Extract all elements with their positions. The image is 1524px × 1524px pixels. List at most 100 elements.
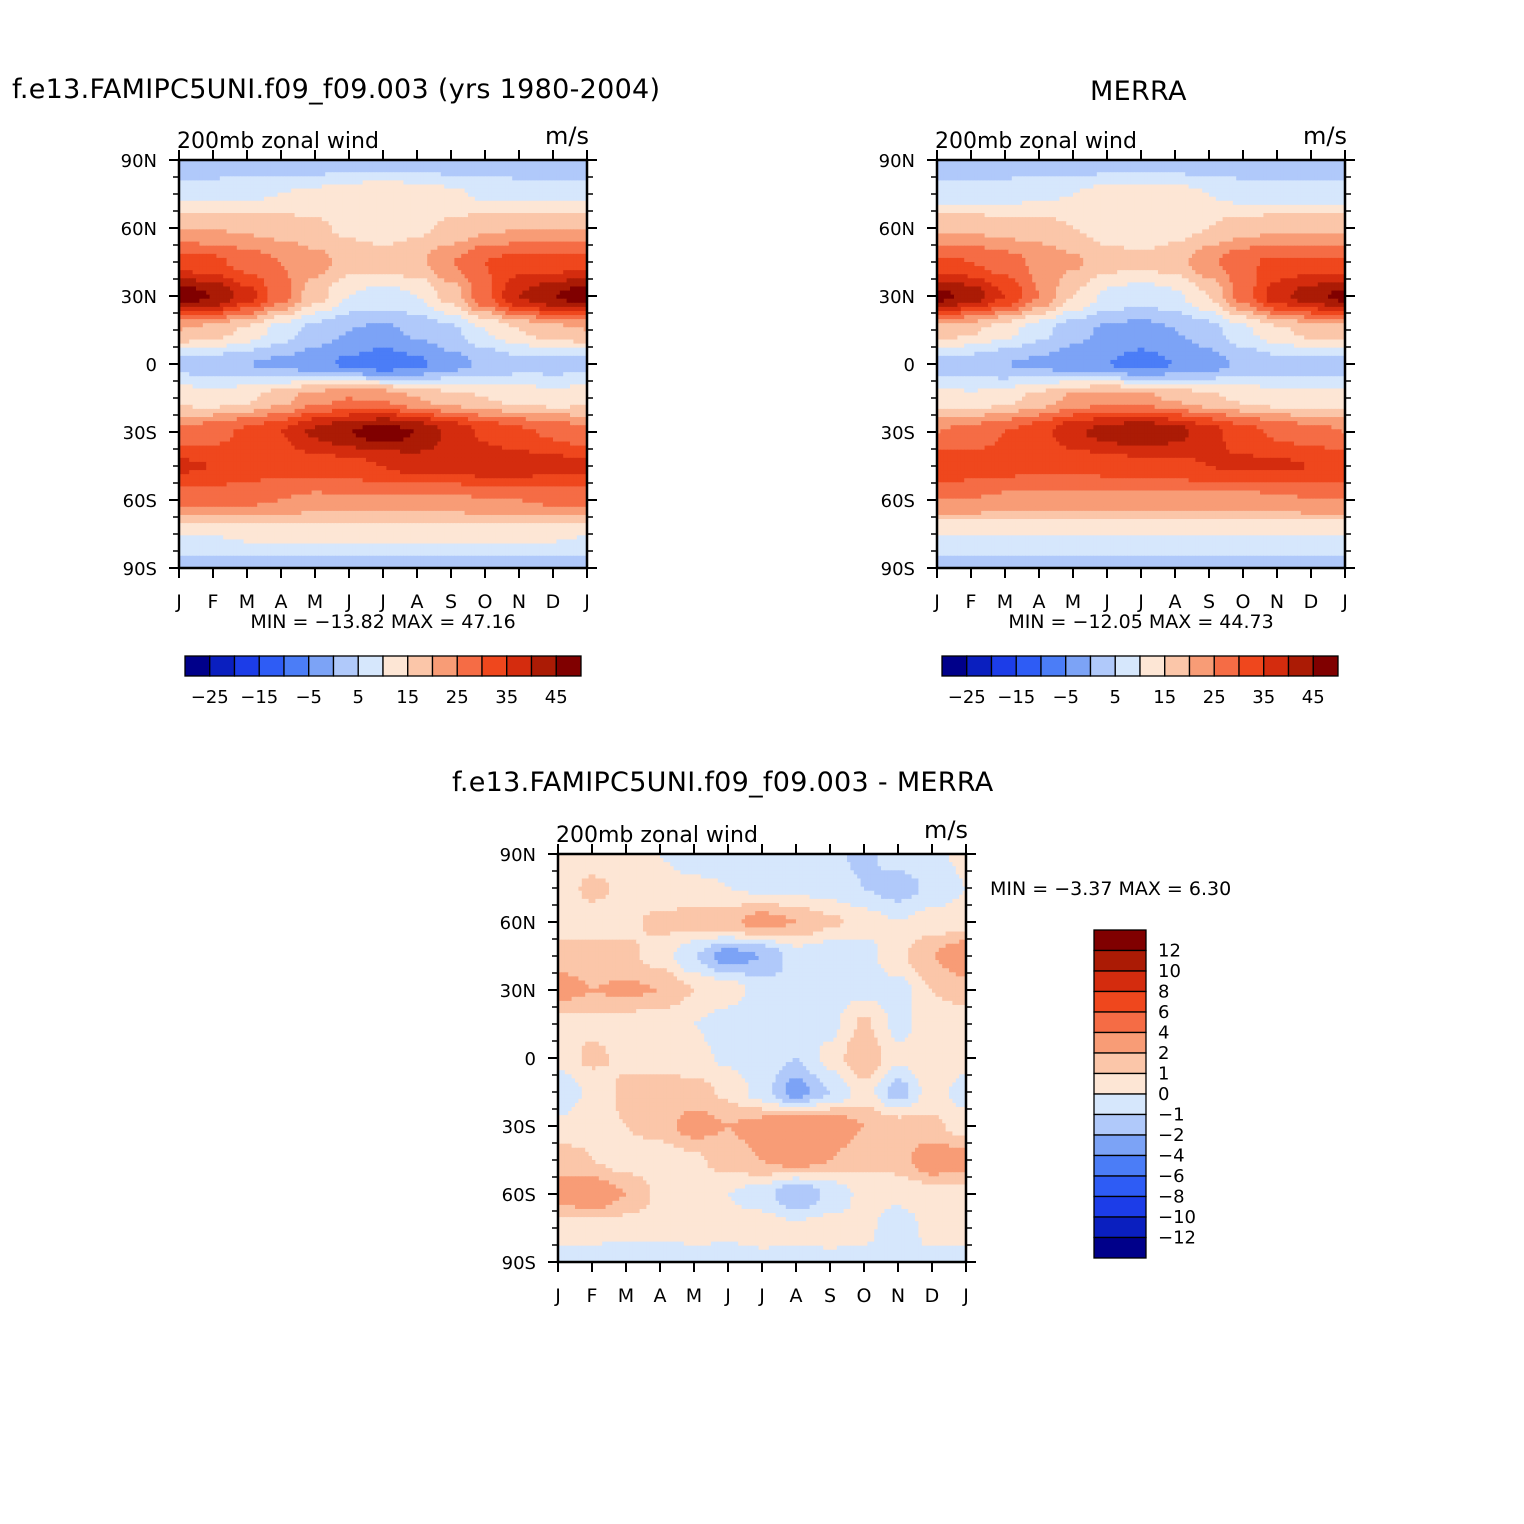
- model-cell: [271, 246, 275, 251]
- model-cell: [254, 172, 258, 177]
- model-cell: [240, 184, 244, 189]
- model-cell: [233, 176, 237, 181]
- model-cell: [356, 197, 360, 202]
- model-cell: [339, 209, 343, 214]
- model-cell: [254, 221, 258, 226]
- model-cell: [271, 229, 275, 234]
- model-cell: [189, 201, 193, 206]
- model-cell: [407, 217, 411, 222]
- model-cell: [223, 246, 227, 251]
- model-cell: [373, 176, 377, 181]
- model-cell: [206, 246, 210, 251]
- model-cell: [233, 250, 237, 255]
- model-cell: [458, 221, 462, 226]
- model-cell: [288, 168, 292, 173]
- model-cell: [458, 193, 462, 198]
- model-cell: [189, 205, 193, 210]
- model-cell: [271, 168, 275, 173]
- model-cell: [240, 189, 244, 194]
- model-cell: [424, 233, 428, 238]
- model-cell: [390, 254, 394, 259]
- model-cell: [339, 213, 343, 218]
- model-cell: [441, 168, 445, 173]
- model-cell: [189, 246, 193, 251]
- model-cell: [182, 238, 186, 243]
- model-cell: [356, 217, 360, 222]
- model-cell: [322, 254, 326, 259]
- model-cell: [182, 213, 186, 218]
- model-cell: [339, 246, 343, 251]
- model-cell: [288, 238, 292, 243]
- model-cell: [182, 229, 186, 234]
- model-cell: [475, 172, 479, 177]
- model-cell: [271, 184, 275, 189]
- model-cell: [189, 168, 193, 173]
- model-cell: [288, 225, 292, 230]
- model-cell: [271, 164, 275, 169]
- model-cell: [199, 209, 203, 214]
- model-cell: [240, 246, 244, 251]
- model-cell: [206, 193, 210, 198]
- model-cell: [441, 250, 445, 255]
- model-cell: [189, 164, 193, 169]
- model-cell: [250, 184, 254, 189]
- model-cell: [305, 168, 309, 173]
- model-cell: [322, 168, 326, 173]
- model-cell: [288, 209, 292, 214]
- model-cell: [240, 172, 244, 177]
- model-cell: [458, 209, 462, 214]
- model-cell: [240, 262, 244, 267]
- model-cell: [390, 229, 394, 234]
- model-cell: [305, 213, 309, 218]
- model-cell: [288, 221, 292, 226]
- model-cell: [492, 193, 496, 198]
- model-cell: [373, 201, 377, 206]
- model-cell: [322, 164, 326, 169]
- model-cell: [305, 172, 309, 177]
- model-cell: [458, 168, 462, 173]
- model-cell: [390, 193, 394, 198]
- model-cell: [216, 254, 220, 259]
- model-cell: [223, 254, 227, 259]
- model-cell: [492, 217, 496, 222]
- model-cell: [356, 201, 360, 206]
- model-cell: [254, 217, 258, 222]
- model-cell: [240, 193, 244, 198]
- model-cell: [223, 229, 227, 234]
- model-cell: [356, 225, 360, 230]
- model-cell: [216, 168, 220, 173]
- model-cell: [492, 180, 496, 185]
- model-cell: [373, 250, 377, 255]
- model-cell: [305, 197, 309, 202]
- model-cell: [254, 164, 258, 169]
- model-cell: [233, 172, 237, 177]
- model-cell: [475, 201, 479, 206]
- model-cell: [441, 229, 445, 234]
- model-cell: [322, 201, 326, 206]
- model-cell: [424, 246, 428, 251]
- model-cell: [254, 201, 258, 206]
- model-cell: [441, 217, 445, 222]
- model-cell: [233, 201, 237, 206]
- model-contour-fill: [179, 160, 588, 569]
- model-cell: [216, 242, 220, 247]
- model-cell: [206, 189, 210, 194]
- model-cell: [492, 209, 496, 214]
- model-cell: [305, 233, 309, 238]
- model-cell: [356, 205, 360, 210]
- model-cell: [390, 246, 394, 251]
- model-cell: [206, 233, 210, 238]
- model-cell: [322, 246, 326, 251]
- model-cell: [390, 238, 394, 243]
- model-cell: [339, 262, 343, 267]
- model-cell: [199, 262, 203, 267]
- model-cell: [407, 242, 411, 247]
- model-cell: [250, 221, 254, 226]
- model-cell: [189, 197, 193, 202]
- model-cell: [407, 229, 411, 234]
- model-cell: [492, 213, 496, 218]
- model-cell: [206, 238, 210, 243]
- model-cell: [390, 217, 394, 222]
- model-cell: [407, 197, 411, 202]
- model-cell: [339, 197, 343, 202]
